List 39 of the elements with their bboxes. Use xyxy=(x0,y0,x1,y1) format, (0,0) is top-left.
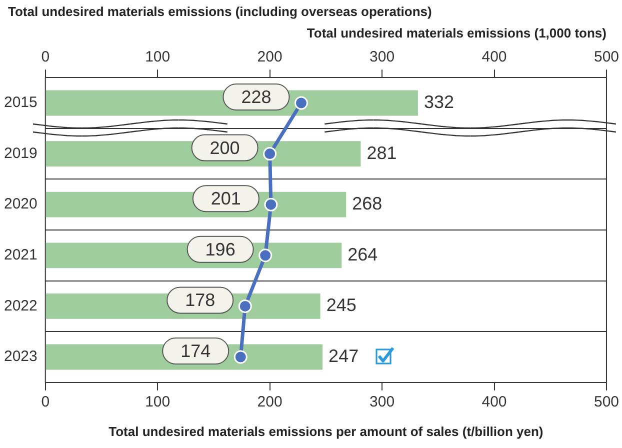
data-label: 332 xyxy=(424,92,454,112)
point xyxy=(234,350,248,364)
data-label: 268 xyxy=(352,194,382,214)
point xyxy=(258,248,272,262)
data-label: 201 xyxy=(210,188,241,209)
x2-tick-label: 200 xyxy=(257,48,282,66)
x2-tick-label: 500 xyxy=(594,48,619,66)
data-label: 281 xyxy=(366,142,397,163)
data-label: 200 xyxy=(210,138,240,158)
point xyxy=(263,147,277,161)
x-tick-label: 100 xyxy=(145,394,170,411)
x-tick-label: 500 xyxy=(594,394,619,411)
data-label: 174 xyxy=(180,340,211,361)
data-label: 264 xyxy=(348,244,378,264)
data-label: 178 xyxy=(185,290,216,310)
data-label: 196 xyxy=(205,239,236,260)
x2-tick-label: 400 xyxy=(482,48,507,66)
x-axis-title: Total undesired materials emissions per amount of sales (t/billion yen) xyxy=(108,424,544,439)
x-tick-label: 0 xyxy=(41,394,50,411)
y-tick-label: 2021 xyxy=(4,246,38,264)
point xyxy=(238,299,252,313)
point xyxy=(294,96,308,110)
data-label: 247 xyxy=(328,346,359,366)
y-tick-label: 2022 xyxy=(4,297,38,314)
x2-tick-label: 100 xyxy=(145,48,170,66)
y-tick-label: 2020 xyxy=(4,196,38,213)
data-label: 245 xyxy=(326,295,356,316)
x2-axis-title: Total undesired materials emissions (1,000 tons) xyxy=(306,25,606,40)
x2-tick-label: 0 xyxy=(41,48,50,66)
y-tick-label: 2019 xyxy=(4,144,38,162)
x-tick-label: 300 xyxy=(370,394,395,411)
x2-tick-label: 300 xyxy=(370,48,395,66)
y-tick-label: 2015 xyxy=(4,94,38,112)
point xyxy=(264,198,278,212)
x-tick-label: 200 xyxy=(257,394,282,411)
data-label: 228 xyxy=(241,86,272,107)
chart-title: Total undesired materials emissions (including overseas operations) xyxy=(7,3,433,21)
x-tick-label: 400 xyxy=(482,394,507,411)
y-tick-label: 2023 xyxy=(4,348,38,366)
